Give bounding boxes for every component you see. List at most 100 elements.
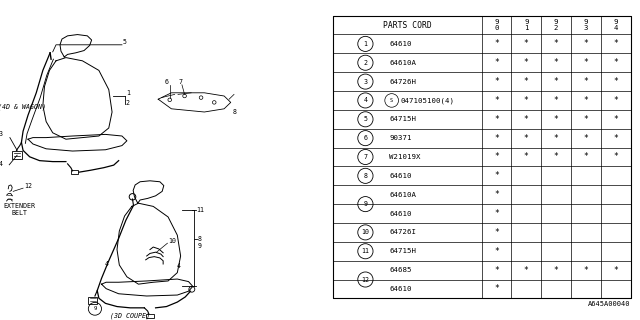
Text: *: * xyxy=(494,153,499,162)
Text: *: * xyxy=(613,77,618,86)
Text: *: * xyxy=(613,266,618,275)
Text: 6: 6 xyxy=(165,79,169,85)
Text: A645A00040: A645A00040 xyxy=(588,301,630,308)
Text: 64610: 64610 xyxy=(389,41,412,47)
FancyBboxPatch shape xyxy=(147,314,154,318)
Text: *: * xyxy=(613,39,618,48)
Text: *: * xyxy=(524,96,529,105)
Text: *: * xyxy=(584,115,588,124)
Text: 64726I: 64726I xyxy=(389,229,416,236)
Text: *: * xyxy=(584,134,588,143)
Text: *: * xyxy=(494,228,499,237)
Text: *: * xyxy=(554,96,559,105)
Text: *: * xyxy=(554,115,559,124)
Text: *: * xyxy=(584,266,588,275)
Text: 64610: 64610 xyxy=(389,173,412,179)
Text: *: * xyxy=(584,39,588,48)
Text: *: * xyxy=(494,134,499,143)
Text: 8: 8 xyxy=(364,173,367,179)
Text: *: * xyxy=(613,96,618,105)
Text: *: * xyxy=(494,58,499,67)
Text: *: * xyxy=(554,77,559,86)
Text: 64610: 64610 xyxy=(389,286,412,292)
Text: *: * xyxy=(554,134,559,143)
Text: *: * xyxy=(613,153,618,162)
Text: 9
4: 9 4 xyxy=(613,19,618,31)
Text: W21019X: W21019X xyxy=(389,154,420,160)
Text: *: * xyxy=(584,153,588,162)
Text: *: * xyxy=(494,247,499,256)
Text: 4: 4 xyxy=(364,98,367,103)
Text: 11: 11 xyxy=(362,248,369,254)
Text: 7: 7 xyxy=(179,79,182,85)
Text: 64715H: 64715H xyxy=(389,248,416,254)
Text: *: * xyxy=(494,171,499,180)
Text: 64610A: 64610A xyxy=(389,60,416,66)
Text: 9
3: 9 3 xyxy=(584,19,588,31)
Text: EXTENDER
BELT: EXTENDER BELT xyxy=(3,203,35,216)
Text: (3D COUPE): (3D COUPE) xyxy=(111,312,150,319)
Text: 6: 6 xyxy=(364,135,367,141)
Text: 7: 7 xyxy=(364,154,367,160)
Text: 9: 9 xyxy=(198,243,202,249)
Text: *: * xyxy=(554,266,559,275)
Text: *: * xyxy=(494,77,499,86)
Text: *: * xyxy=(524,115,529,124)
Text: 12: 12 xyxy=(362,276,369,283)
Text: 5: 5 xyxy=(123,39,127,45)
Text: *: * xyxy=(524,77,529,86)
Text: 4: 4 xyxy=(177,263,180,269)
Text: 8: 8 xyxy=(232,108,236,115)
Text: *: * xyxy=(524,134,529,143)
Text: *: * xyxy=(494,190,499,199)
Text: 64610A: 64610A xyxy=(389,192,416,198)
Text: PARTS CORD: PARTS CORD xyxy=(383,20,431,29)
Text: (4D & WAGON): (4D & WAGON) xyxy=(0,104,46,110)
Text: 9
0: 9 0 xyxy=(494,19,499,31)
Text: 90371: 90371 xyxy=(389,135,412,141)
Text: 11: 11 xyxy=(196,207,204,213)
Text: *: * xyxy=(584,77,588,86)
Text: *: * xyxy=(494,284,499,293)
Text: *: * xyxy=(613,58,618,67)
Text: 64715H: 64715H xyxy=(389,116,416,122)
Text: 9: 9 xyxy=(93,306,97,311)
Text: *: * xyxy=(524,266,529,275)
Text: *: * xyxy=(554,39,559,48)
Text: *: * xyxy=(584,58,588,67)
Text: *: * xyxy=(613,115,618,124)
Text: 1: 1 xyxy=(364,41,367,47)
Text: 3: 3 xyxy=(0,131,3,137)
Text: *: * xyxy=(494,266,499,275)
Text: *: * xyxy=(613,134,618,143)
Text: 10: 10 xyxy=(168,237,176,244)
Text: 2: 2 xyxy=(126,100,130,106)
Text: *: * xyxy=(494,115,499,124)
Text: 3: 3 xyxy=(364,79,367,84)
Text: *: * xyxy=(524,39,529,48)
Text: *: * xyxy=(494,209,499,218)
Text: *: * xyxy=(554,58,559,67)
Text: 5: 5 xyxy=(364,116,367,122)
Text: 64685: 64685 xyxy=(389,267,412,273)
Text: 64610: 64610 xyxy=(389,211,412,217)
Text: S: S xyxy=(390,98,393,103)
FancyBboxPatch shape xyxy=(88,297,97,304)
Text: 12: 12 xyxy=(24,182,32,188)
Text: 9
2: 9 2 xyxy=(554,19,558,31)
Text: 047105100(4): 047105100(4) xyxy=(400,97,454,104)
Text: 2: 2 xyxy=(364,60,367,66)
Text: 9
1: 9 1 xyxy=(524,19,529,31)
Text: 4: 4 xyxy=(0,161,3,167)
Text: 4: 4 xyxy=(105,261,109,267)
FancyBboxPatch shape xyxy=(12,151,22,159)
Text: 10: 10 xyxy=(362,229,369,236)
Text: *: * xyxy=(524,58,529,67)
Text: 9: 9 xyxy=(364,201,367,207)
Text: 8: 8 xyxy=(198,236,202,242)
Text: *: * xyxy=(494,96,499,105)
Text: 1: 1 xyxy=(126,90,130,96)
Text: *: * xyxy=(584,96,588,105)
Text: *: * xyxy=(494,39,499,48)
Text: 64726H: 64726H xyxy=(389,79,416,84)
